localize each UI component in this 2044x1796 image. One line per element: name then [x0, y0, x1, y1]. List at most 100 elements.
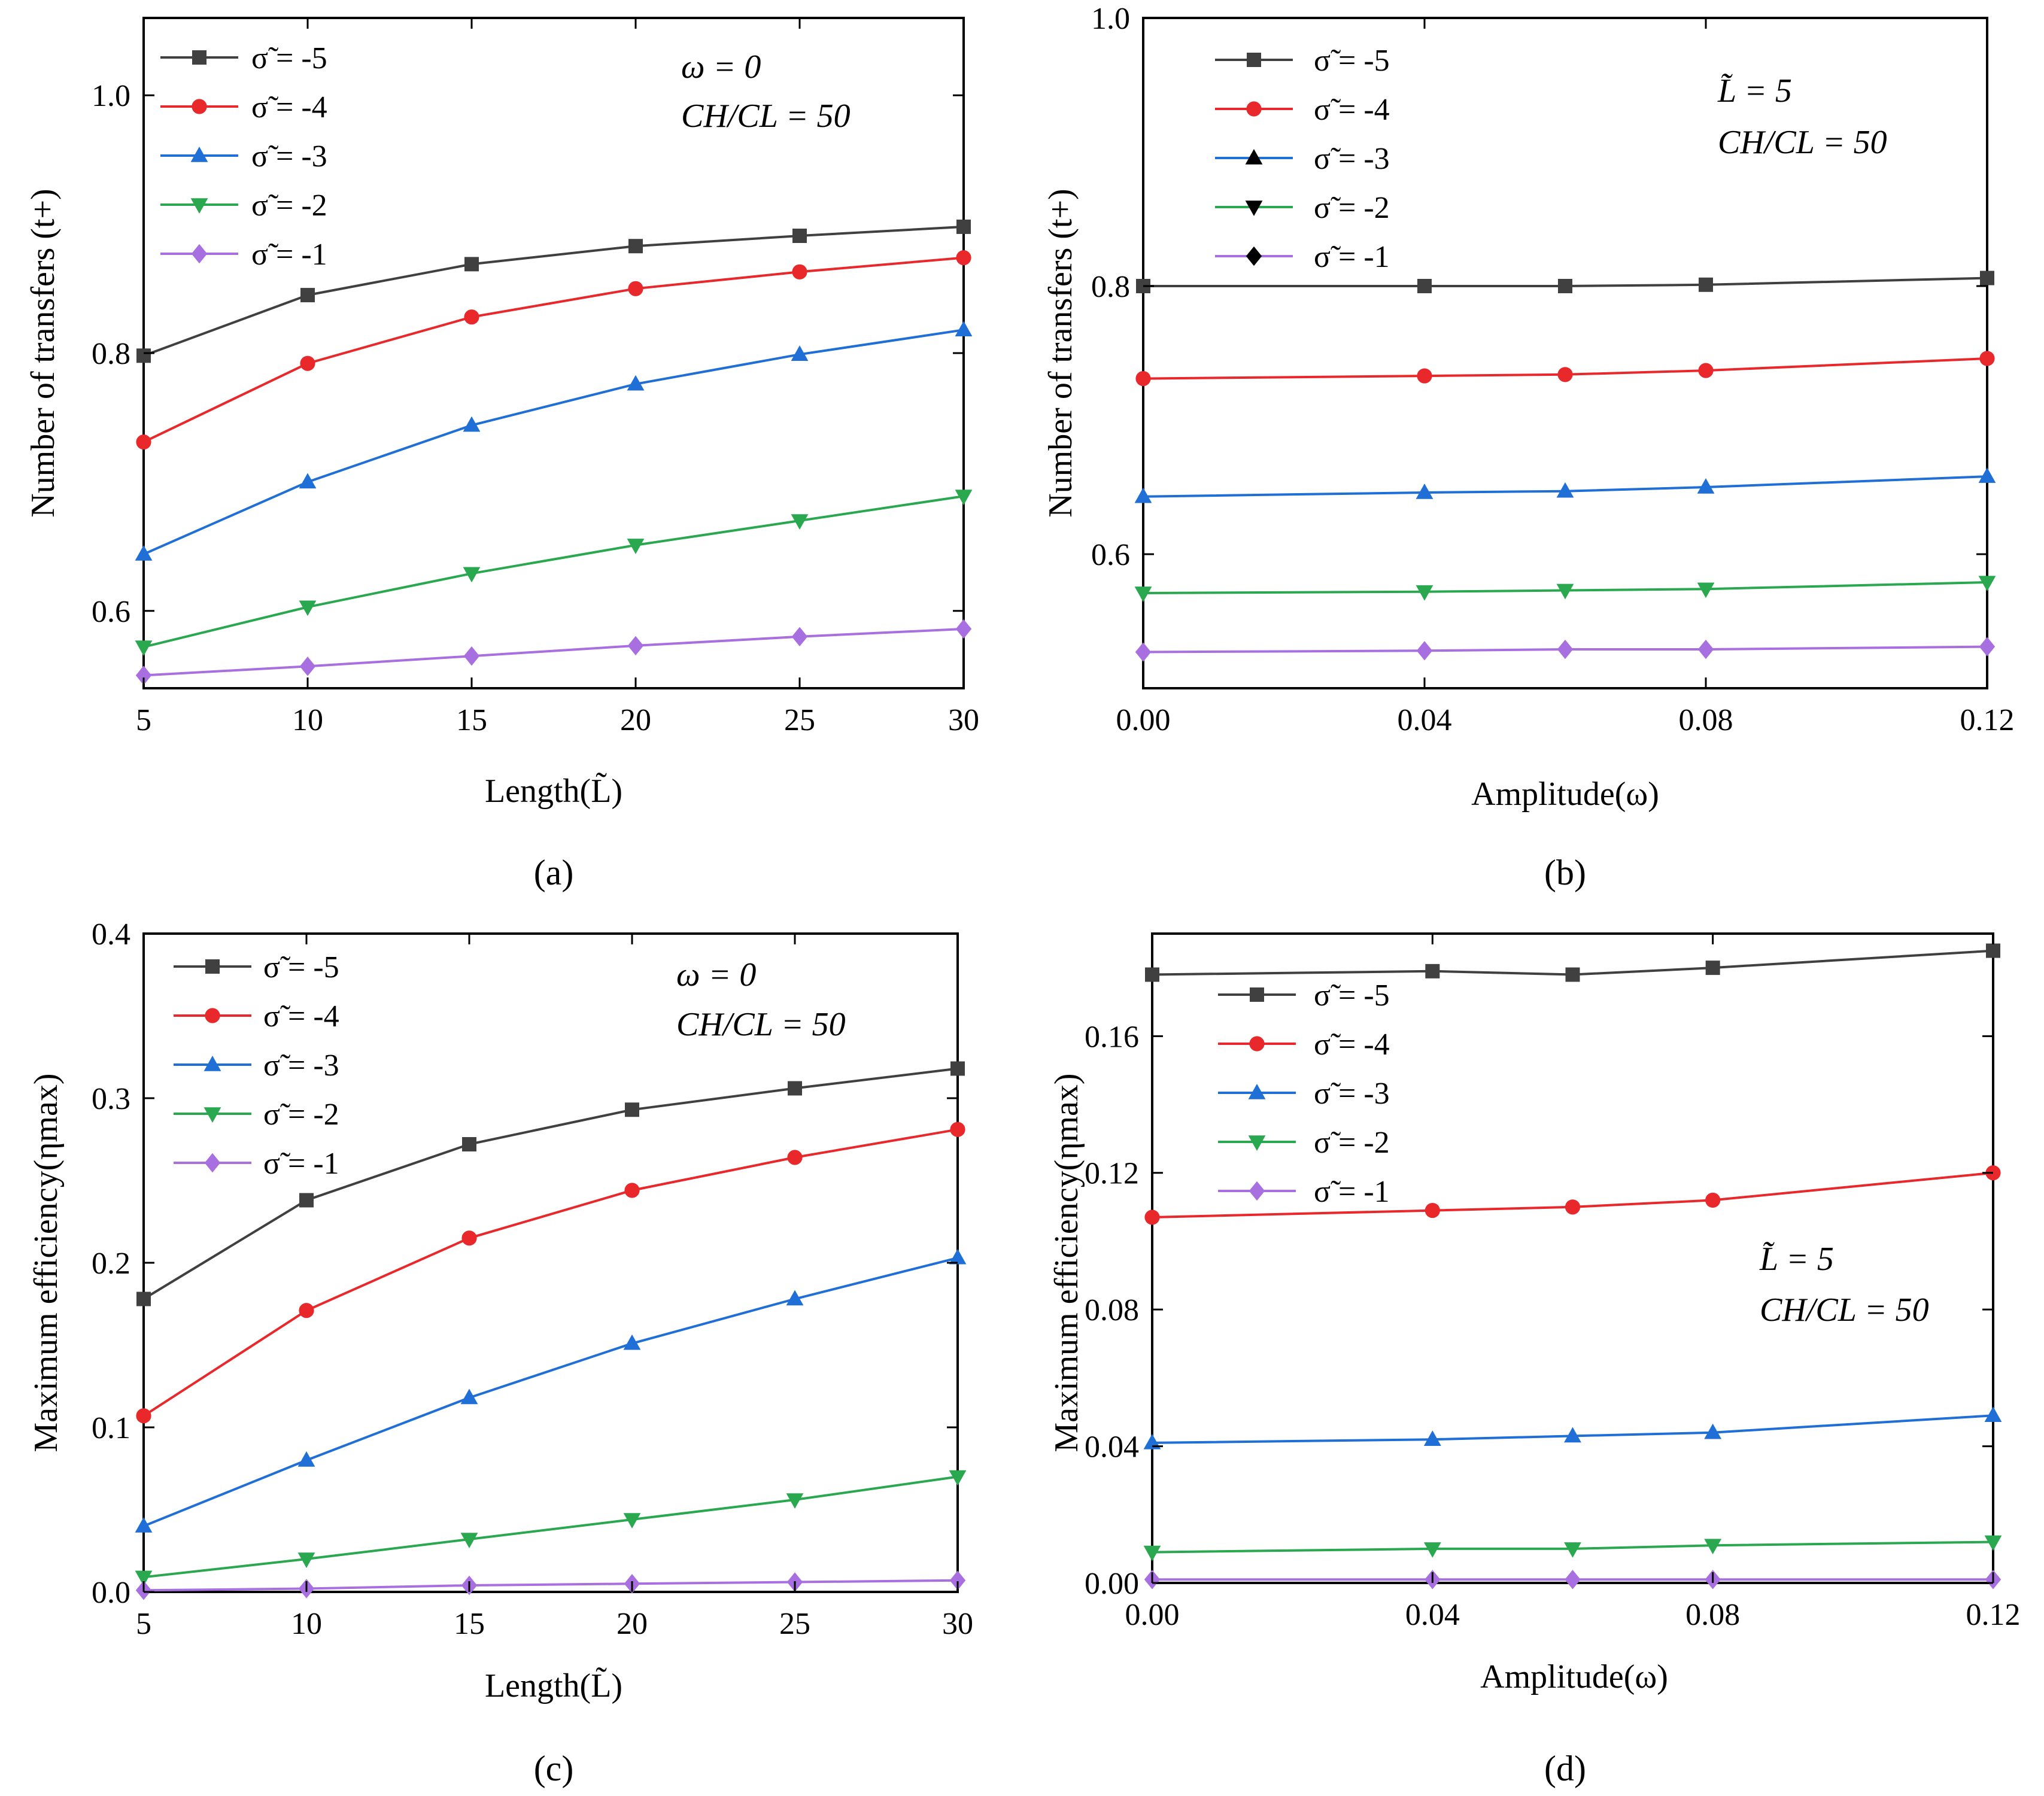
y-axis-label: Number of transfers (t+)	[25, 189, 62, 517]
x-tick-label: 0.12	[1960, 703, 2015, 737]
data-point	[1557, 639, 1574, 660]
y-tick-label: 0.12	[1085, 1157, 1139, 1191]
data-point	[1984, 1535, 2002, 1551]
data-point	[136, 434, 151, 450]
data-point	[1416, 641, 1433, 661]
data-point	[628, 281, 643, 296]
data-point	[1697, 639, 1714, 660]
x-axis-label: Length(L̃)	[485, 772, 622, 810]
panel-a: 5 10 15 20 25 30 0.6 0.8 1.0 σ̃ = -5 σ̃ = -4 σ̃ …	[25, 17, 979, 892]
plot-layer	[135, 959, 967, 1600]
legend-label: σ̃ = -3	[1314, 1077, 1390, 1111]
data-point	[1565, 967, 1580, 982]
plot-layer	[135, 50, 973, 685]
x-tick-label: 0.08	[1679, 703, 1733, 737]
data-point	[1134, 487, 1152, 503]
data-point	[464, 257, 479, 272]
data-point	[1135, 642, 1152, 662]
data-point	[949, 1248, 967, 1265]
legend-label: σ̃ = -1	[1314, 1175, 1390, 1209]
data-point	[462, 1137, 476, 1151]
data-point	[787, 1150, 803, 1165]
annotation: CH/CL = 50	[681, 98, 851, 135]
legend-marker	[1246, 101, 1262, 117]
x-tick-label: 0.04	[1405, 1598, 1460, 1632]
plot-layer	[1134, 53, 1996, 662]
series-line	[142, 1128, 958, 1417]
data-point	[1556, 584, 1574, 600]
data-point	[1978, 576, 1996, 592]
x-axis-label: Amplitude(ω)	[1480, 1658, 1668, 1695]
legend-marker	[1248, 1135, 1266, 1151]
x-tick-label: 10	[291, 1607, 322, 1641]
series-line	[143, 1475, 958, 1579]
data-point	[624, 1183, 640, 1198]
x-axis-label: Amplitude(ω)	[1471, 776, 1659, 813]
data-point	[627, 636, 644, 656]
axes-layer: 0.00 0.04 0.08 0.12 0.6 0.8 1.0	[1091, 2, 2015, 737]
axes-layer: 0.00 0.04 0.08 0.12 0.00 0.04 0.08 0.12 0.16	[1085, 934, 2021, 1632]
x-tick-label: 25	[784, 703, 815, 737]
panel-c: 5 10 15 20 25 30 0.0 0.1 0.2 0.3 0.4 σ̃ = -5 σ̃ = …	[28, 917, 973, 1788]
y-tick-label: 0.00	[1085, 1567, 1139, 1601]
data-point	[627, 375, 645, 391]
data-point	[1417, 368, 1432, 384]
legend-marker	[191, 244, 208, 264]
y-axis-label: Maximum efficiency(ηmax)	[1048, 1073, 1085, 1452]
data-point	[1425, 964, 1440, 978]
data-point	[463, 567, 481, 583]
x-axis-label: Length(L̃)	[485, 1667, 622, 1704]
legend-marker	[1248, 1084, 1266, 1099]
x-tick-label: 25	[779, 1607, 810, 1641]
data-point	[1416, 585, 1433, 601]
data-point	[299, 657, 316, 676]
data-point	[1565, 1199, 1581, 1215]
legend-marker	[192, 50, 206, 65]
legend-label: σ̃ = -1	[251, 238, 327, 272]
data-point	[1705, 1192, 1721, 1208]
y-tick-label: 0.3	[92, 1082, 130, 1116]
data-point	[1425, 1202, 1440, 1218]
data-point	[299, 1303, 314, 1318]
data-point	[1416, 483, 1433, 499]
x-tick-label: 15	[454, 1607, 485, 1641]
y-tick-label: 0.6	[92, 595, 130, 629]
annotation: CH/CL = 50	[1760, 1291, 1929, 1329]
y-tick-label: 0.08	[1085, 1293, 1139, 1327]
annotation: ω = 0	[676, 956, 756, 993]
annotation: L̃ = 5	[1717, 72, 1792, 110]
data-point	[460, 1388, 478, 1405]
legend: σ̃ = -5 σ̃ = -4 σ̃ = -3 σ̃ = -2 σ̃ = -1	[251, 41, 327, 272]
legend-label: σ̃ = -4	[1314, 93, 1390, 127]
data-point	[297, 1552, 315, 1568]
plot-layer	[1143, 943, 2002, 1590]
data-point	[623, 1513, 641, 1528]
data-point	[1698, 363, 1714, 378]
data-point	[136, 348, 151, 363]
x-tick-label: 0.00	[1116, 703, 1171, 737]
data-point	[135, 665, 152, 685]
legend-label: σ̃ = -5	[1314, 44, 1390, 78]
x-tick-label: 30	[942, 1607, 973, 1641]
data-point	[1697, 582, 1715, 598]
legend: σ̃ = -5 σ̃ = -4 σ̃ = -3 σ̃ = -2 σ̃ = -1	[1314, 978, 1390, 1209]
y-tick-label: 0.04	[1085, 1430, 1139, 1464]
y-tick-label: 0.8	[92, 337, 130, 371]
data-point	[297, 1451, 315, 1467]
legend-label: σ̃ = -4	[251, 90, 327, 124]
legend-label: σ̃ = -4	[1314, 1028, 1390, 1062]
y-tick-label: 1.0	[1091, 2, 1130, 36]
data-point	[135, 1570, 153, 1587]
data-point	[1705, 961, 1720, 976]
y-tick-label: 0.0	[92, 1576, 130, 1610]
data-point	[1556, 482, 1574, 498]
panel-label: (b)	[1544, 853, 1586, 892]
data-point	[792, 264, 807, 279]
data-point	[791, 514, 809, 530]
y-tick-label: 0.1	[92, 1411, 130, 1445]
legend-label: σ̃ = -4	[263, 999, 339, 1034]
legend-label: σ̃ = -5	[263, 950, 339, 984]
legend-marker	[204, 1056, 221, 1071]
data-point	[628, 239, 643, 254]
